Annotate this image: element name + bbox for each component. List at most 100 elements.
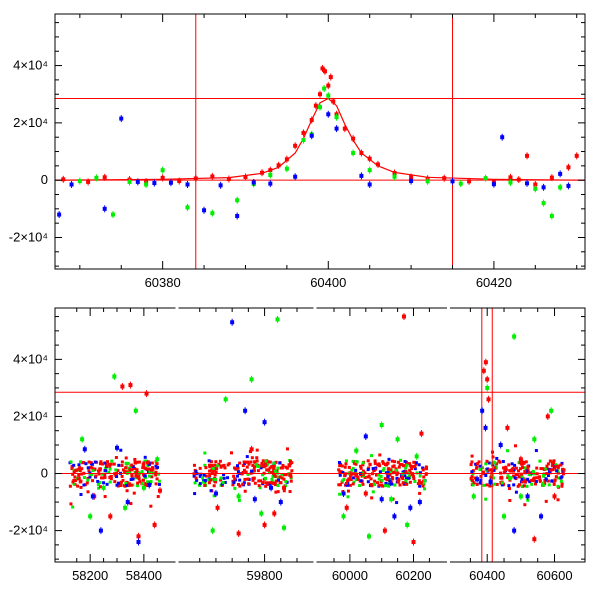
noise-point bbox=[127, 482, 131, 486]
noise-point bbox=[263, 461, 267, 465]
data-point bbox=[193, 176, 198, 181]
data-point bbox=[269, 485, 274, 490]
noise-point bbox=[69, 502, 73, 506]
noise-point bbox=[543, 482, 547, 486]
noise-point bbox=[93, 467, 97, 471]
data-point bbox=[485, 385, 490, 390]
data-point bbox=[392, 514, 397, 519]
noise-point bbox=[390, 482, 394, 486]
data-point bbox=[112, 374, 117, 379]
data-point bbox=[157, 488, 162, 493]
noise-point bbox=[199, 472, 203, 476]
noise-point bbox=[358, 484, 362, 488]
data-point bbox=[379, 497, 384, 502]
noise-point bbox=[261, 464, 265, 468]
noise-point bbox=[397, 478, 401, 482]
noise-point bbox=[410, 467, 414, 471]
data-point bbox=[395, 437, 400, 442]
noise-point bbox=[229, 451, 233, 455]
noise-point bbox=[77, 463, 81, 467]
noise-point bbox=[276, 478, 280, 482]
data-point bbox=[379, 423, 384, 428]
x-tick-label: 58400 bbox=[126, 568, 162, 583]
noise-point bbox=[79, 492, 83, 496]
noise-point bbox=[521, 466, 525, 470]
data-point bbox=[313, 103, 318, 108]
data-point bbox=[268, 173, 273, 178]
noise-point bbox=[415, 471, 419, 475]
noise-point bbox=[481, 470, 485, 474]
noise-point bbox=[207, 481, 211, 485]
noise-point bbox=[504, 465, 508, 469]
noise-point bbox=[124, 481, 128, 485]
noise-point bbox=[487, 461, 491, 465]
noise-point bbox=[77, 473, 81, 477]
noise-point bbox=[352, 480, 356, 484]
noise-point bbox=[500, 475, 504, 479]
noise-point bbox=[278, 461, 282, 465]
noise-point bbox=[219, 476, 223, 480]
noise-point bbox=[114, 456, 118, 460]
noise-point bbox=[141, 466, 145, 470]
noise-point bbox=[255, 448, 259, 452]
noise-point bbox=[275, 469, 279, 473]
noise-point bbox=[104, 464, 108, 468]
data-point bbox=[141, 485, 146, 490]
noise-point bbox=[287, 463, 291, 467]
noise-point bbox=[270, 477, 274, 481]
noise-point bbox=[119, 448, 123, 452]
noise-point bbox=[276, 490, 280, 494]
noise-point bbox=[143, 466, 147, 470]
noise-point bbox=[91, 479, 95, 483]
data-point bbox=[102, 206, 107, 211]
noise-point bbox=[394, 467, 398, 471]
noise-point bbox=[519, 472, 523, 476]
noise-point bbox=[248, 450, 252, 454]
noise-point bbox=[120, 464, 124, 468]
noise-point bbox=[273, 473, 277, 477]
noise-point bbox=[381, 468, 385, 472]
data-point bbox=[61, 177, 66, 182]
noise-point bbox=[264, 464, 268, 468]
data-point bbox=[516, 177, 521, 182]
noise-point bbox=[209, 478, 213, 482]
noise-point bbox=[548, 459, 552, 463]
data-point bbox=[525, 494, 530, 499]
data-point bbox=[152, 522, 157, 527]
data-point bbox=[120, 384, 125, 389]
noise-point bbox=[98, 480, 102, 484]
noise-point bbox=[384, 482, 388, 486]
noise-point bbox=[380, 483, 384, 487]
noise-point bbox=[423, 479, 427, 483]
noise-point bbox=[338, 483, 342, 487]
noise-point bbox=[207, 463, 211, 467]
noise-point bbox=[268, 466, 272, 470]
data-point bbox=[301, 130, 306, 135]
noise-point bbox=[403, 482, 407, 486]
noise-point bbox=[288, 490, 292, 494]
data-point bbox=[363, 434, 368, 439]
noise-point bbox=[513, 463, 517, 467]
noise-point bbox=[69, 460, 73, 464]
noise-point bbox=[218, 459, 222, 463]
plot-area bbox=[55, 14, 585, 269]
noise-point bbox=[388, 468, 392, 472]
y-tick-label: 2×10⁴ bbox=[13, 408, 48, 423]
noise-point bbox=[149, 504, 153, 508]
noise-point bbox=[195, 478, 199, 482]
noise-point bbox=[119, 480, 123, 484]
noise-point bbox=[474, 462, 478, 466]
noise-point bbox=[99, 485, 103, 489]
noise-point bbox=[148, 470, 152, 474]
data-point bbox=[115, 445, 120, 450]
data-point bbox=[512, 334, 517, 339]
noise-point bbox=[393, 460, 397, 464]
noise-point bbox=[527, 472, 531, 476]
noise-point bbox=[274, 490, 278, 494]
data-point bbox=[155, 457, 160, 462]
data-point bbox=[268, 168, 273, 173]
noise-point bbox=[387, 484, 391, 488]
data-point bbox=[566, 183, 571, 188]
noise-point bbox=[510, 462, 514, 466]
noise-point bbox=[109, 477, 113, 481]
